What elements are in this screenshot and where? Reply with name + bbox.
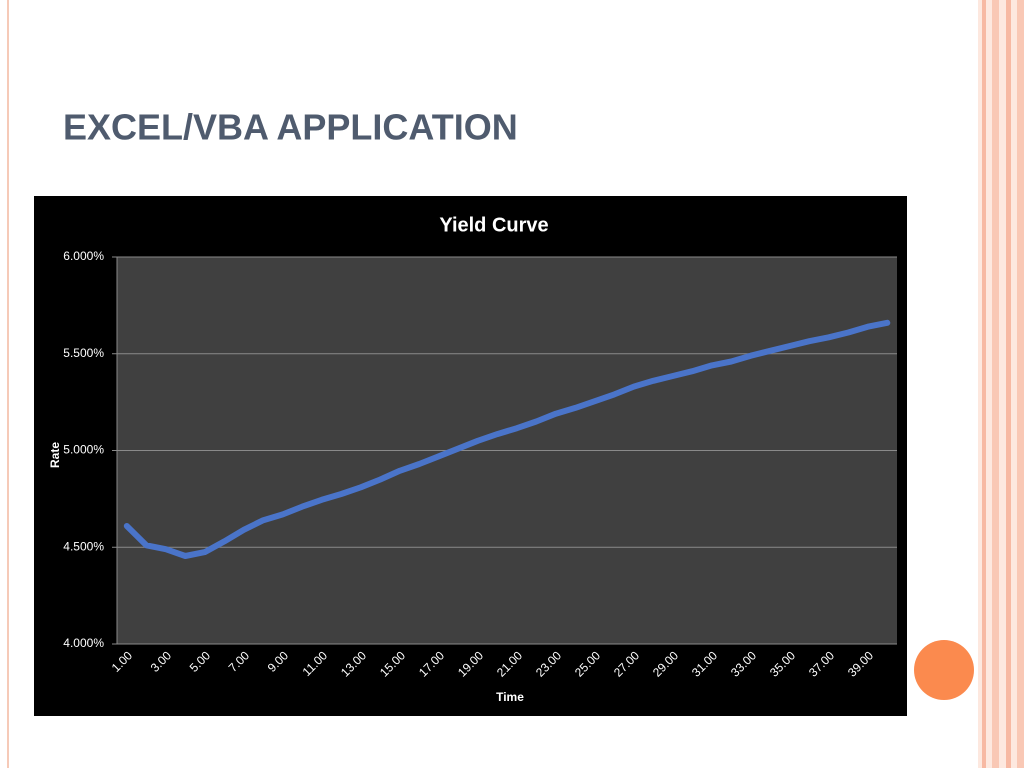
y-tick-label: 5.000% — [63, 443, 104, 457]
right-stripe — [1017, 0, 1024, 768]
right-stripe — [982, 0, 986, 768]
decor-circle — [914, 640, 974, 700]
y-tick-label: 6.000% — [63, 249, 104, 263]
y-tick-label: 4.500% — [63, 539, 104, 553]
x-axis-label: Time — [496, 690, 524, 704]
slide-title: EXCEL/VBA APPLICATION — [63, 107, 518, 148]
chart-title: Yield Curve — [439, 214, 548, 236]
y-tick-label: 5.500% — [63, 346, 104, 360]
line-series — [123, 319, 891, 559]
y-axis-label: Rate — [48, 442, 62, 468]
y-tick-label: 4.000% — [63, 636, 104, 650]
right-stripe — [1006, 0, 1011, 768]
right-stripe — [992, 0, 999, 768]
